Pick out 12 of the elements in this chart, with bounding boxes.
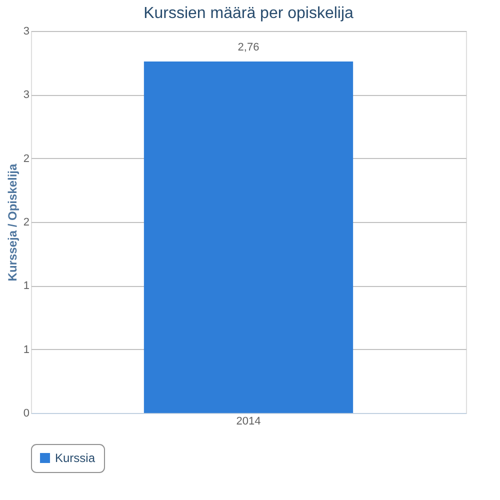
y-tick-label: 0	[23, 408, 30, 420]
y-tick-label: 3	[23, 89, 30, 102]
y-tick-label: 3	[23, 26, 30, 38]
y-tick-label: 2	[23, 216, 30, 228]
y-tick-label: 2	[23, 152, 30, 165]
y-axis-title: Kursseja / Opiskelija	[5, 163, 20, 282]
y-tick-label: 1	[23, 280, 30, 292]
x-tick-label: 2014	[236, 416, 261, 428]
data-label: 2,76	[238, 42, 260, 54]
y-tick-label: 1	[23, 344, 30, 356]
legend-label: Kurssia	[55, 451, 96, 465]
chart-title: Kurssien määrä per opiskelija	[144, 5, 354, 22]
